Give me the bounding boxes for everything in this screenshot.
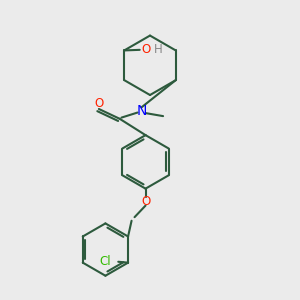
Text: O: O [141, 43, 150, 56]
Text: O: O [95, 97, 104, 110]
Text: Cl: Cl [99, 255, 110, 268]
Text: H: H [153, 43, 162, 56]
Text: O: O [141, 195, 150, 208]
Text: N: N [136, 104, 147, 118]
